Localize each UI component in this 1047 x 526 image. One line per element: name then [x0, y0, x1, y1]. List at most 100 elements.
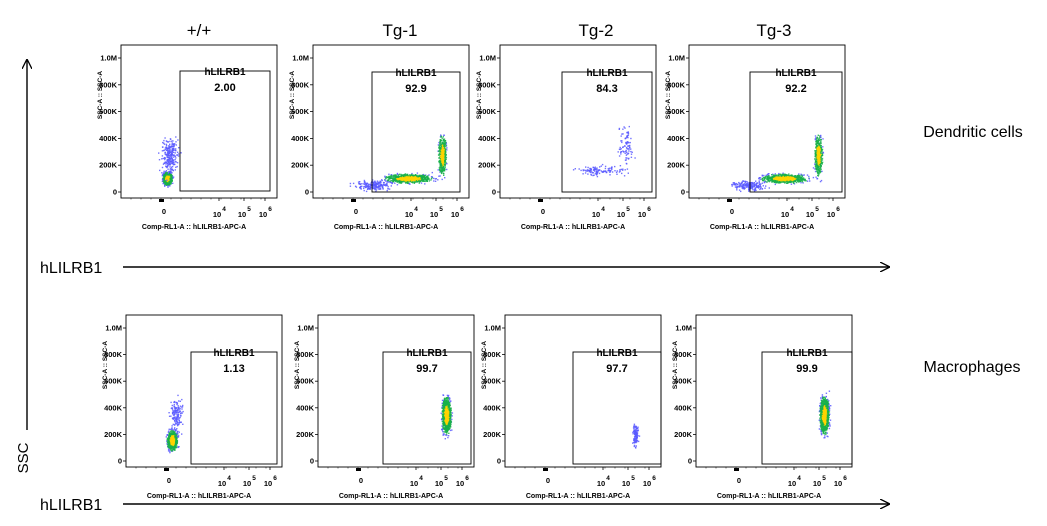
gate-label: hLILRB1 — [204, 67, 246, 78]
scatter-dot — [610, 167, 612, 169]
scatter-dot — [593, 170, 596, 172]
scatter-dot — [422, 180, 424, 182]
gate-label: hLILRB1 — [395, 68, 437, 79]
scatter-dot — [349, 182, 352, 185]
scatter-dot — [416, 179, 419, 181]
scatter-dot — [168, 163, 171, 165]
scatter-dot — [357, 181, 360, 183]
scatter-dot — [165, 178, 167, 180]
scatter-dot — [174, 169, 176, 171]
ssc-axis-label: SSC — [15, 442, 32, 473]
scatter-dot — [759, 187, 762, 190]
scatter-dot — [402, 181, 404, 183]
scatter-dot — [424, 183, 426, 185]
scatter-dot — [819, 164, 821, 166]
scatter-dot — [164, 181, 166, 183]
scatter-dot — [789, 179, 791, 181]
scatter-dot — [778, 181, 780, 184]
scatter-dot — [744, 187, 746, 190]
scatter-dot — [165, 163, 167, 165]
scatter-dot — [801, 176, 804, 178]
scatter-dot — [821, 162, 823, 164]
scatter-dot — [756, 183, 758, 185]
scatter-dot — [170, 160, 172, 162]
scatter-dot — [777, 175, 780, 177]
scatter-dot — [627, 145, 629, 147]
scatter-dot — [168, 157, 170, 159]
panel-frame — [125, 314, 283, 468]
scatter-dot — [445, 158, 447, 160]
scatter-dot — [441, 178, 443, 181]
scatter-dot — [168, 152, 171, 154]
scatter-dot — [418, 174, 421, 177]
scatter-dot — [786, 178, 788, 180]
scatter-dot — [168, 183, 170, 185]
scatter-dot — [768, 180, 771, 183]
scatter-dot — [437, 150, 439, 152]
scatter-dot — [394, 179, 397, 181]
scatter-dot — [758, 181, 761, 183]
scatter-dot — [444, 152, 447, 154]
scatter-dot — [817, 171, 819, 173]
scatter-dot — [598, 172, 601, 175]
scatter-dot — [440, 157, 442, 159]
scatter-dot — [783, 175, 786, 177]
scatter-dot — [161, 172, 163, 174]
scatter-dot — [629, 141, 631, 144]
scatter-dot — [386, 183, 388, 185]
scatter-dot — [411, 181, 414, 183]
scatter-dot — [170, 181, 172, 184]
scatter-dot — [794, 176, 797, 178]
scatter-dot — [366, 182, 368, 185]
scatter-dot — [380, 183, 383, 186]
scatter-dot — [750, 184, 753, 186]
scatter-dot — [593, 168, 596, 170]
scatter-dot — [815, 137, 817, 139]
scatter-dot — [361, 185, 363, 188]
scatter-dot — [763, 178, 766, 181]
scatter-dot — [819, 136, 821, 138]
scatter-dot — [168, 430, 170, 432]
scatter-dot — [424, 176, 427, 179]
scatter-dot — [626, 135, 628, 137]
scatter-dot — [438, 149, 440, 152]
scatter-dot — [625, 150, 627, 153]
scatter-dot — [816, 146, 819, 149]
scatter-dot — [821, 148, 824, 151]
scatter-dot — [391, 179, 394, 181]
scatter-dot — [815, 167, 817, 169]
scatter-dot — [443, 144, 446, 146]
scatter-dot — [753, 182, 755, 184]
scatter-dot — [788, 176, 791, 178]
scatter-dot — [416, 175, 418, 178]
scatter-dot — [763, 181, 766, 183]
scatter-dot — [815, 151, 817, 154]
scatter-dot — [618, 127, 621, 130]
scatter-dot — [168, 145, 170, 147]
scatter-dot — [166, 155, 168, 157]
x-tick-label: 0 — [730, 207, 734, 216]
scatter-dot — [414, 181, 416, 183]
scatter-dot — [381, 186, 384, 188]
scatter-dot — [165, 184, 168, 186]
panel-frame — [499, 44, 657, 199]
scatter-dot — [366, 184, 368, 186]
gate-label: hLILRB1 — [586, 68, 628, 79]
scatter-dot — [784, 180, 786, 183]
scatter-dot — [815, 163, 818, 165]
scatter-dot — [407, 178, 409, 181]
scatter-dot — [634, 157, 636, 159]
scatter-dot — [167, 446, 170, 449]
scatter-dot — [443, 147, 445, 149]
scatter-dot — [425, 178, 427, 180]
scatter-dot — [371, 186, 374, 188]
scatter-dot — [622, 128, 624, 130]
scatter-dot — [620, 168, 622, 171]
scatter-dot — [736, 189, 738, 191]
scatter-dot — [164, 153, 166, 155]
x-tick-label: 0 — [541, 207, 545, 216]
scatter-dot — [439, 143, 441, 145]
scatter-dot — [596, 167, 598, 169]
scatter-dot — [430, 177, 433, 180]
scatter-dot — [172, 151, 175, 153]
